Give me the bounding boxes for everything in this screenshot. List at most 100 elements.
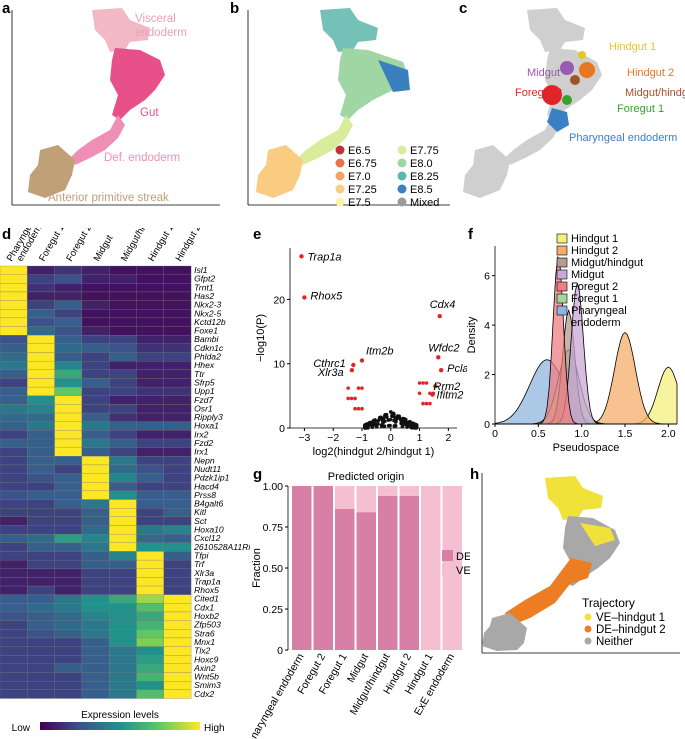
heatmap-cell <box>27 611 55 621</box>
heatmap-cell <box>0 525 28 535</box>
gene-label: Phlda2 <box>194 352 221 362</box>
heatmap-cell <box>163 343 192 353</box>
f-ytick: 0 <box>484 419 490 431</box>
heatmap-cell <box>163 386 192 396</box>
heatmap-cell <box>109 404 137 414</box>
panel-letter-f: f <box>468 226 473 243</box>
heatmap-cell <box>163 360 192 370</box>
heatmap-cell <box>54 525 83 535</box>
def-endoderm-cluster <box>70 115 125 165</box>
gene-label: Cdx1 <box>194 602 214 612</box>
heatmap-cell <box>0 585 28 595</box>
e-xtick: −2 <box>327 432 339 444</box>
heatmap-cell <box>163 620 192 630</box>
legend-label-E6.75: E6.75 <box>348 158 377 170</box>
heatmap-cell <box>81 274 110 284</box>
heatmap-cell <box>163 551 192 561</box>
heatmap-cell <box>27 681 55 691</box>
heatmap-cell <box>27 594 55 604</box>
heatmap-cell <box>136 637 164 647</box>
gene-label: Trf <box>194 559 205 569</box>
volcano-point <box>379 423 384 427</box>
volcano-point <box>438 367 444 373</box>
legend-label: VE–hindgut 1 <box>596 612 665 624</box>
heatmap-cell <box>0 577 28 587</box>
heatmap-cell <box>54 603 83 613</box>
heatmap-cell <box>81 300 110 310</box>
heatmap-cell <box>0 516 28 526</box>
bar-ve <box>421 486 441 650</box>
heatmap-cell <box>136 533 164 543</box>
heatmap-cell <box>163 335 192 344</box>
heatmap-cell <box>0 438 28 448</box>
volcano-point <box>386 423 391 428</box>
heatmap-cell <box>163 265 192 275</box>
heatmap-cell <box>163 611 192 621</box>
heatmap-cell <box>163 404 192 414</box>
gene-label: Pdzk1ip1 <box>194 473 230 483</box>
heatmap-cell <box>109 464 137 474</box>
gene-label: Cxcl12 <box>194 533 220 543</box>
heatmap-cell <box>0 672 28 682</box>
heatmap-cell <box>136 438 164 448</box>
heatmap-cell <box>27 672 55 682</box>
heatmap-cell <box>0 421 28 431</box>
heatmap-column-label: Midgut <box>92 233 116 264</box>
heatmap-cell <box>109 525 137 535</box>
heatmap-cell <box>54 568 83 578</box>
heatmap-cell <box>136 447 164 457</box>
g-ylabel: Fraction <box>252 548 263 588</box>
legend-swatch <box>556 233 568 244</box>
f-ytick: 2 <box>484 370 490 382</box>
volcano-point <box>363 425 367 429</box>
heatmap-cell <box>136 335 164 344</box>
heatmap-cell <box>81 482 110 492</box>
heatmap-cell <box>0 603 28 613</box>
volcano-point <box>379 417 384 422</box>
legend-label: Midgut <box>571 269 604 281</box>
heatmap-cell <box>163 421 192 431</box>
heatmap-cell <box>136 577 164 587</box>
heatmap-cell <box>109 378 137 388</box>
heatmap-cell <box>27 300 55 310</box>
heatmap-cell <box>163 568 192 578</box>
heatmap-cell <box>81 404 110 414</box>
heatmap-cell <box>81 438 110 448</box>
heatmap-cell <box>136 430 164 440</box>
heatmap-cell <box>136 283 164 293</box>
heatmap-cell <box>109 283 137 293</box>
heatmap-cell <box>54 309 83 319</box>
colorbar-high: High <box>204 723 225 734</box>
volcano-point <box>405 425 409 429</box>
heatmap-cell <box>109 620 137 630</box>
heatmap-cell <box>54 386 83 396</box>
heatmap-cell <box>109 542 137 552</box>
volcano-point <box>433 384 438 389</box>
heatmap-cell <box>136 629 164 639</box>
heatmap-cell <box>54 369 83 379</box>
label-def-endoderm: Def. endoderm <box>104 152 180 164</box>
heatmap-cell <box>54 611 83 621</box>
volcano-point <box>302 295 307 300</box>
heatmap-cell <box>54 335 83 344</box>
volcano-point <box>359 358 365 363</box>
cluster-label-5: Foregut 1 <box>617 103 664 115</box>
volcano-point <box>424 381 429 385</box>
gene-label: B4galt6 <box>194 499 223 509</box>
heatmap-cell <box>27 438 55 448</box>
heatmap-cell <box>54 499 83 509</box>
gene-label: Rrm2 <box>433 381 460 393</box>
legend-label: endoderm <box>571 317 621 329</box>
heatmap-column-label: Foregut 2 <box>64 228 94 264</box>
legend-swatch <box>556 293 568 304</box>
heatmap-cell <box>81 620 110 630</box>
heatmap-cell <box>81 421 110 431</box>
heatmap-cell <box>81 456 110 466</box>
heatmap-cell <box>0 456 28 466</box>
gene-label: Osr1 <box>194 403 213 413</box>
heatmap-cell <box>0 360 28 370</box>
heatmap-cell <box>136 369 164 379</box>
heatmap-cell <box>163 585 192 595</box>
